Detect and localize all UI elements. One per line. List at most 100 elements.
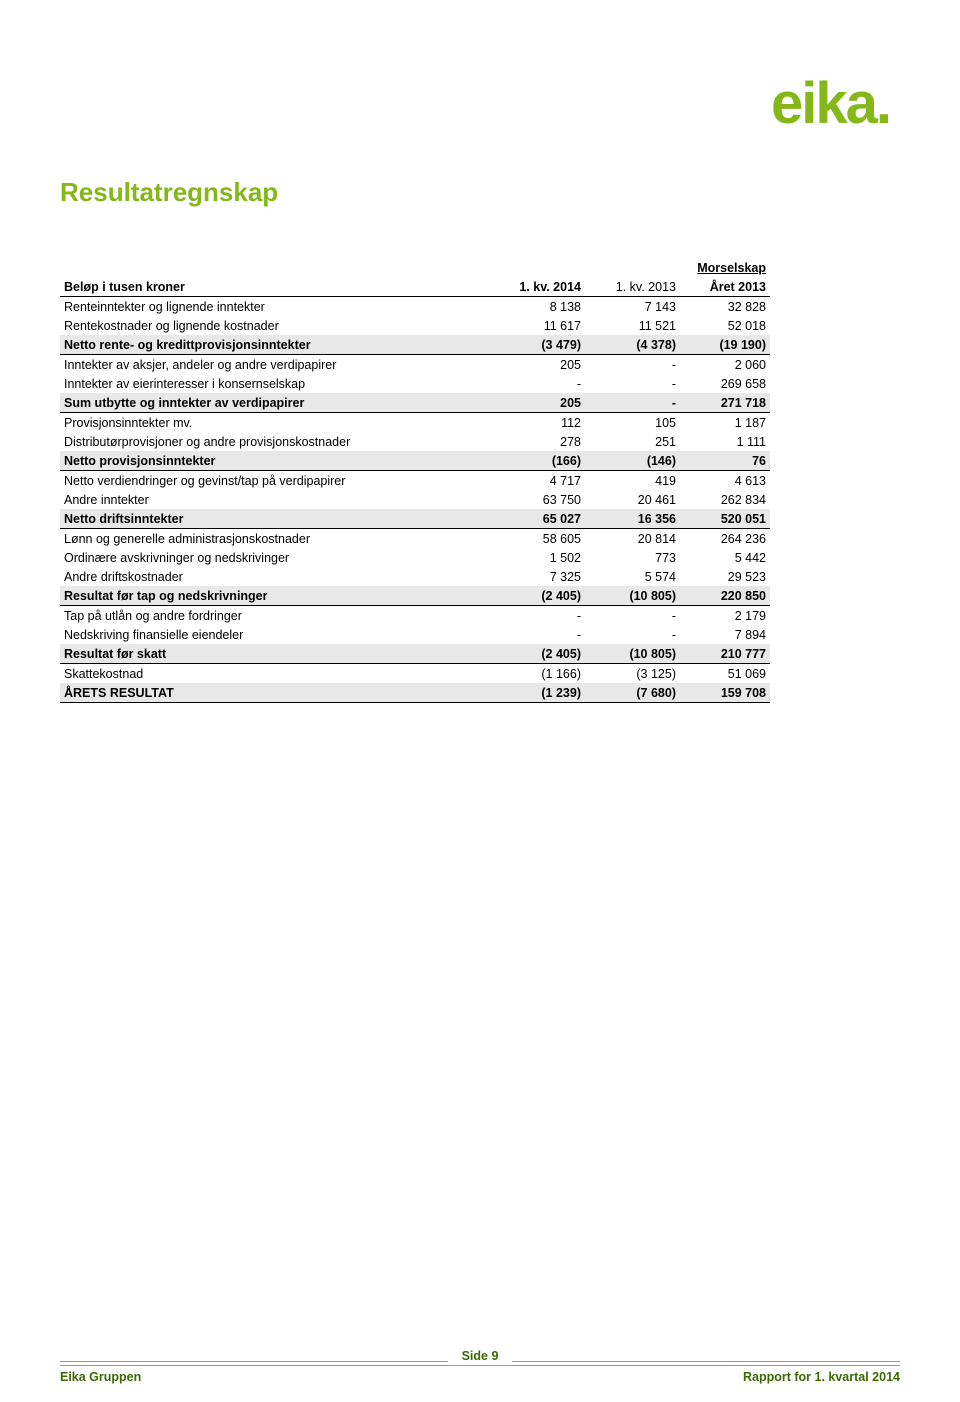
footer-company: Eika Gruppen (60, 1370, 141, 1384)
page-footer: Side 9 Eika Gruppen Rapport for 1. kvart… (60, 1361, 900, 1384)
row-label: Rentekostnader og lignende kostnader (60, 316, 490, 335)
row-value: 112 (490, 413, 585, 433)
row-label: Tap på utlån og andre fordringer (60, 606, 490, 626)
table-row: Inntekter av eierinteresser i konsernsel… (60, 374, 770, 393)
footer-page-number: Side 9 (448, 1349, 513, 1363)
table-row: ÅRETS RESULTAT(1 239)(7 680)159 708 (60, 683, 770, 703)
row-value: 20 814 (585, 529, 680, 549)
table-row: Rentekostnader og lignende kostnader11 6… (60, 316, 770, 335)
page-content: eika. Resultatregnskap Morselskap Beløp … (0, 0, 960, 703)
row-value: (2 405) (490, 586, 585, 606)
row-label: Netto rente- og kredittprovisjonsinntekt… (60, 335, 490, 355)
row-label: Netto verdiendringer og gevinst/tap på v… (60, 471, 490, 491)
row-value: 2 060 (680, 355, 770, 375)
row-label: Ordinære avskrivninger og nedskrivinger (60, 548, 490, 567)
table-row: Distributørprovisjoner og andre provisjo… (60, 432, 770, 451)
row-value: 251 (585, 432, 680, 451)
income-statement-table: Morselskap Beløp i tusen kroner 1. kv. 2… (60, 258, 770, 703)
row-value: 1 502 (490, 548, 585, 567)
row-label: Netto provisjonsinntekter (60, 451, 490, 471)
row-value: 76 (680, 451, 770, 471)
brand-logo: eika. (60, 70, 900, 137)
row-value: (7 680) (585, 683, 680, 703)
row-value: 4 613 (680, 471, 770, 491)
row-value: - (585, 625, 680, 644)
row-value: 5 442 (680, 548, 770, 567)
table-row: Lønn og generelle administrasjonskostnad… (60, 529, 770, 549)
row-value: (19 190) (680, 335, 770, 355)
row-value: (10 805) (585, 644, 680, 664)
row-value: - (490, 625, 585, 644)
row-value: 1 111 (680, 432, 770, 451)
row-value: 7 894 (680, 625, 770, 644)
table-row: Renteinntekter og lignende inntekter8 13… (60, 297, 770, 317)
table-row: Resultat før tap og nedskrivninger(2 405… (60, 586, 770, 606)
row-label: Inntekter av eierinteresser i konsernsel… (60, 374, 490, 393)
table-header-row: Beløp i tusen kroner 1. kv. 2014 1. kv. … (60, 277, 770, 297)
row-value: 63 750 (490, 490, 585, 509)
row-value: 520 051 (680, 509, 770, 529)
row-value: - (585, 374, 680, 393)
row-value: 58 605 (490, 529, 585, 549)
column-header: 1. kv. 2013 (585, 277, 680, 297)
table-row: Netto driftsinntekter65 02716 356520 051 (60, 509, 770, 529)
row-value: (2 405) (490, 644, 585, 664)
superheader-label: Morselskap (680, 258, 770, 277)
row-value: 5 574 (585, 567, 680, 586)
table-body: Renteinntekter og lignende inntekter8 13… (60, 297, 770, 703)
row-label: Provisjonsinntekter mv. (60, 413, 490, 433)
row-value: 159 708 (680, 683, 770, 703)
row-value: 16 356 (585, 509, 680, 529)
row-value: (3 125) (585, 664, 680, 684)
row-value: 419 (585, 471, 680, 491)
row-label: Resultat før skatt (60, 644, 490, 664)
row-value: 205 (490, 393, 585, 413)
table-row: Sum utbytte og inntekter av verdipapirer… (60, 393, 770, 413)
table-row: Tap på utlån og andre fordringer--2 179 (60, 606, 770, 626)
row-value: - (585, 393, 680, 413)
row-value: 20 461 (585, 490, 680, 509)
table-row: Inntekter av aksjer, andeler og andre ve… (60, 355, 770, 375)
row-label: Inntekter av aksjer, andeler og andre ve… (60, 355, 490, 375)
row-value: - (585, 606, 680, 626)
row-value: (10 805) (585, 586, 680, 606)
row-value: (166) (490, 451, 585, 471)
row-label: Renteinntekter og lignende inntekter (60, 297, 490, 317)
footer-report-title: Rapport for 1. kvartal 2014 (743, 1370, 900, 1384)
row-label: Resultat før tap og nedskrivninger (60, 586, 490, 606)
row-label: Distributørprovisjoner og andre provisjo… (60, 432, 490, 451)
row-value: (146) (585, 451, 680, 471)
table-row: Resultat før skatt(2 405)(10 805)210 777 (60, 644, 770, 664)
row-label: Lønn og generelle administrasjonskostnad… (60, 529, 490, 549)
column-header: 1. kv. 2014 (490, 277, 585, 297)
row-value: 52 018 (680, 316, 770, 335)
row-value: 278 (490, 432, 585, 451)
row-label: Netto driftsinntekter (60, 509, 490, 529)
row-value: 105 (585, 413, 680, 433)
table-row: Andre driftskostnader7 3255 57429 523 (60, 567, 770, 586)
table-row: Nedskriving finansielle eiendeler--7 894 (60, 625, 770, 644)
row-value: 262 834 (680, 490, 770, 509)
row-value: (3 479) (490, 335, 585, 355)
table-row: Andre inntekter63 75020 461262 834 (60, 490, 770, 509)
row-label: Sum utbytte og inntekter av verdipapirer (60, 393, 490, 413)
table-row: Netto rente- og kredittprovisjonsinntekt… (60, 335, 770, 355)
row-value: 773 (585, 548, 680, 567)
row-value: (1 166) (490, 664, 585, 684)
table-row: Provisjonsinntekter mv.1121051 187 (60, 413, 770, 433)
row-value: 271 718 (680, 393, 770, 413)
table-superheader-row: Morselskap (60, 258, 770, 277)
row-value: 8 138 (490, 297, 585, 317)
row-value: - (490, 606, 585, 626)
row-value: 205 (490, 355, 585, 375)
row-value: 210 777 (680, 644, 770, 664)
row-value: 220 850 (680, 586, 770, 606)
row-value: 29 523 (680, 567, 770, 586)
row-value: 11 521 (585, 316, 680, 335)
table-row: Skattekostnad(1 166)(3 125)51 069 (60, 664, 770, 684)
table-row: Netto verdiendringer og gevinst/tap på v… (60, 471, 770, 491)
row-label: Nedskriving finansielle eiendeler (60, 625, 490, 644)
row-value: 2 179 (680, 606, 770, 626)
row-value: 4 717 (490, 471, 585, 491)
row-value: 269 658 (680, 374, 770, 393)
